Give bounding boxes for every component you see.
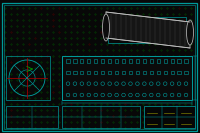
Bar: [136, 71, 139, 74]
Bar: [101, 71, 104, 74]
Polygon shape: [106, 12, 190, 48]
Bar: [62, 106, 140, 128]
Bar: [157, 71, 160, 74]
Bar: [115, 59, 118, 63]
Bar: [87, 59, 90, 63]
Bar: [80, 71, 83, 74]
Bar: [108, 59, 111, 63]
Bar: [144, 106, 195, 128]
Bar: [66, 71, 70, 74]
Bar: [87, 71, 90, 74]
Bar: [164, 71, 167, 74]
Bar: [157, 59, 160, 63]
Bar: [122, 59, 125, 63]
Bar: [6, 56, 50, 100]
Bar: [171, 59, 174, 63]
Bar: [150, 71, 153, 74]
Ellipse shape: [186, 20, 194, 45]
Bar: [143, 59, 146, 63]
Bar: [184, 71, 188, 74]
Ellipse shape: [102, 14, 110, 41]
Bar: [164, 59, 167, 63]
Bar: [171, 71, 174, 74]
Bar: [129, 59, 132, 63]
Bar: [129, 71, 132, 74]
Bar: [80, 59, 83, 63]
Bar: [108, 17, 186, 43]
Bar: [62, 56, 192, 100]
Bar: [184, 59, 188, 63]
Bar: [73, 59, 77, 63]
Bar: [150, 59, 153, 63]
Bar: [177, 59, 181, 63]
Bar: [66, 59, 70, 63]
Bar: [108, 71, 111, 74]
Bar: [177, 71, 181, 74]
Bar: [122, 71, 125, 74]
Bar: [73, 71, 77, 74]
Bar: [94, 71, 97, 74]
Bar: [6, 106, 58, 128]
Bar: [101, 59, 104, 63]
Bar: [94, 59, 97, 63]
Bar: [136, 59, 139, 63]
Bar: [143, 71, 146, 74]
Bar: [115, 71, 118, 74]
